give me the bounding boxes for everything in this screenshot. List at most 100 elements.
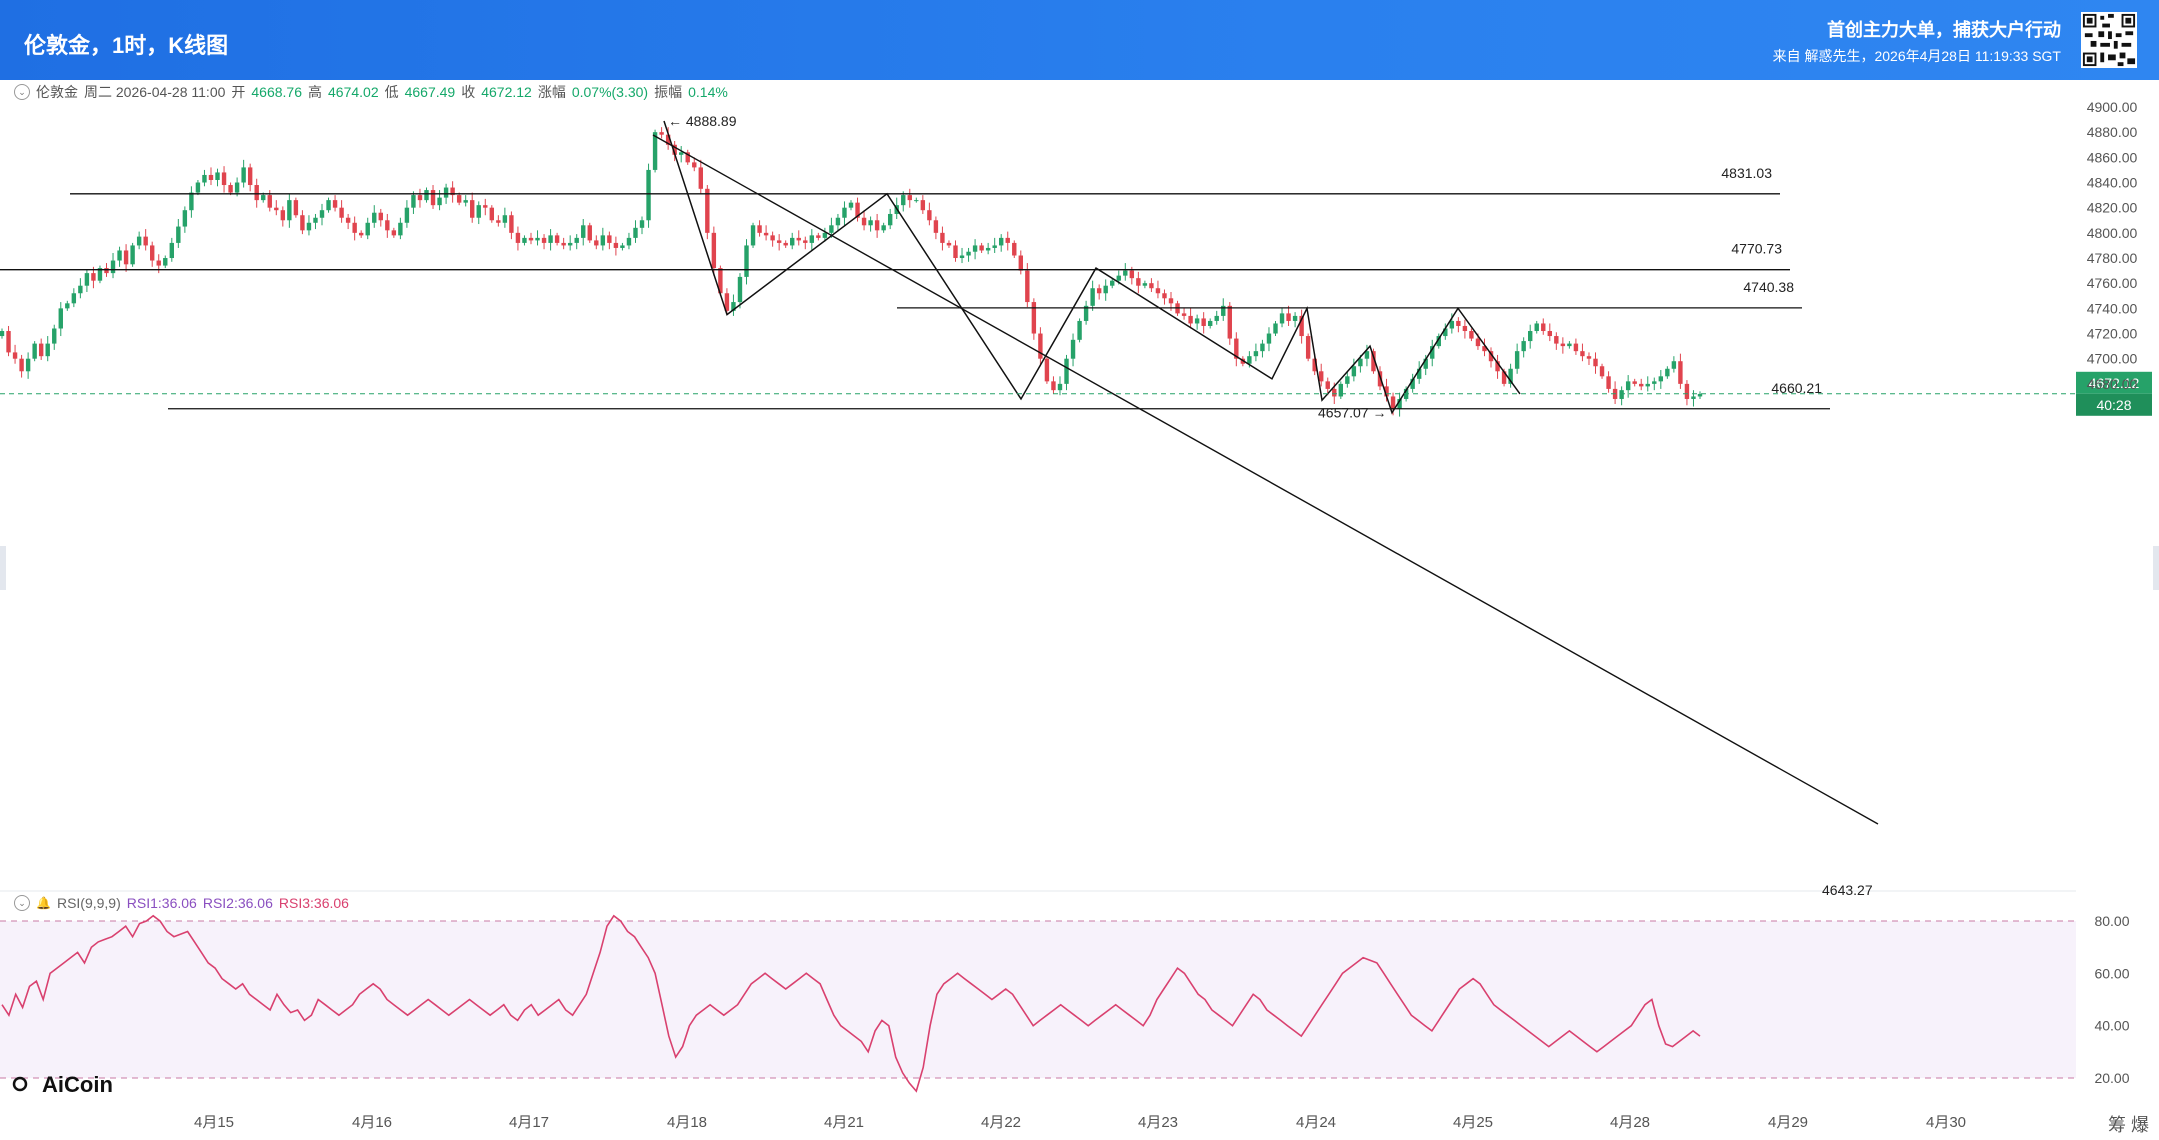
rsi-band: [0, 921, 2076, 1078]
candle-body: [0, 331, 5, 337]
collapse-chevron-icon[interactable]: ⌄: [14, 895, 30, 911]
candle-body: [1103, 285, 1108, 294]
candle-body: [861, 217, 867, 226]
candle-body: [1521, 341, 1526, 352]
time-tick-label: 4月23: [1138, 1114, 1178, 1131]
candle-body: [1541, 323, 1546, 332]
candle-body: [1625, 381, 1631, 391]
candle-body: [38, 343, 44, 357]
candle-body: [1090, 288, 1095, 306]
candle-body: [1423, 358, 1428, 369]
candle-body: [430, 190, 436, 206]
rsi-tick-label: 80.00: [2094, 913, 2129, 929]
candle-body: [607, 235, 612, 243]
candle-body: [1312, 358, 1317, 372]
level-label: 4740.38: [1743, 279, 1794, 295]
candle-body: [541, 237, 547, 243]
candle-body: [1227, 305, 1232, 339]
candle-body: [574, 237, 579, 243]
aicoin-logo: AiCoin: [12, 1072, 113, 1097]
candle-body: [639, 220, 645, 228]
candle-body: [1194, 318, 1200, 324]
candle-body: [1358, 358, 1363, 367]
ohlc-open-label: 开: [231, 84, 246, 100]
candle-body: [1671, 361, 1677, 369]
current-price-value: 4672.12: [2089, 375, 2140, 391]
candle-body: [1462, 325, 1468, 332]
candle-body: [1639, 383, 1644, 387]
candle-body: [378, 212, 383, 221]
candle-body: [1652, 381, 1657, 384]
candle-body: [887, 213, 893, 226]
candle-body: [1188, 315, 1193, 324]
candle-body: [835, 217, 841, 226]
chart-canvas[interactable]: 4831.03 4770.73 4740.38 4660.21 ← 4888.89 4…: [0, 80, 2159, 1140]
candle-body: [1501, 371, 1507, 384]
candle-body: [443, 187, 449, 198]
time-tick-label: 4月25: [1453, 1114, 1493, 1131]
candle-body: [1155, 288, 1161, 294]
candle-body: [1514, 351, 1520, 369]
rsi-tick-label: 60.00: [2094, 965, 2129, 981]
candle-body: [718, 268, 723, 294]
candle-body: [1057, 383, 1063, 391]
candle-body: [1456, 320, 1461, 326]
price-tick-label: 4700.00: [2087, 351, 2138, 367]
candle-body: [1482, 346, 1487, 352]
time-tick-label: 4月24: [1296, 1114, 1336, 1131]
candle-body: [1384, 386, 1389, 397]
candle-body: [659, 132, 664, 135]
rsi2-value: RSI2:36.06: [202, 895, 273, 911]
candle-body: [927, 210, 932, 221]
logo-text: AiCoin: [42, 1072, 113, 1097]
candle-body: [274, 207, 279, 211]
candle-body: [1665, 368, 1670, 377]
candle-body: [352, 222, 357, 233]
candle-body: [633, 227, 638, 238]
ohlc-readout: ⌄ 伦敦金 周二 2026-04-28 11:00 开 4668.76 高 46…: [14, 82, 728, 102]
candle-body: [130, 245, 135, 265]
bell-icon[interactable]: 🔔: [36, 896, 51, 910]
candle-body: [306, 222, 312, 231]
candle-body: [163, 258, 168, 266]
candle-body: [1580, 351, 1585, 357]
candle-body: [1319, 371, 1324, 382]
candle-body: [581, 225, 586, 238]
candle-body: [1586, 356, 1592, 359]
time-tick-label: 4月16: [352, 1114, 392, 1131]
candle-body: [757, 225, 762, 233]
time-tick-label: 4月30: [1926, 1114, 1966, 1131]
candle-body: [293, 200, 299, 216]
candle-body: [97, 268, 103, 281]
candle-body: [71, 293, 77, 304]
time-axis: 4月15 4月16 4月17 4月18 4月21 4月22 4月23 4月24 4月25 4月28…: [194, 1114, 1966, 1131]
collapse-chevron-icon[interactable]: ⌄: [14, 84, 30, 100]
candle-body: [992, 245, 997, 248]
candle-body: [365, 222, 370, 236]
candle-body: [1554, 336, 1559, 344]
candle-body: [1168, 298, 1174, 304]
header-slogan: 首创主力大单，捕获大户行动: [1827, 20, 2061, 40]
candle-body: [391, 230, 397, 236]
candle-body: [1110, 280, 1115, 286]
chart-title: 伦敦金，1时，K线图: [24, 33, 229, 58]
candle-body: [535, 237, 540, 241]
candle-body: [1051, 381, 1056, 391]
candle-body: [1397, 398, 1402, 410]
left-panel-toggle[interactable]: [0, 546, 6, 590]
candle-body: [1619, 390, 1624, 399]
candle-body: [985, 247, 991, 251]
candle-body: [652, 132, 658, 170]
candle-body: [12, 352, 18, 359]
candle-body: [1253, 351, 1259, 357]
ohlc-change-label: 涨幅: [537, 84, 566, 100]
right-panel-toggle[interactable]: [2153, 546, 2159, 590]
ohlc-low: 4667.49: [404, 84, 456, 100]
candle-body: [313, 217, 318, 223]
candle-body: [855, 202, 860, 218]
candle-body: [1599, 366, 1605, 377]
candle-body: [1390, 396, 1396, 410]
candle-body: [1142, 283, 1148, 286]
candle-body: [19, 358, 24, 372]
candle-body: [816, 235, 821, 238]
